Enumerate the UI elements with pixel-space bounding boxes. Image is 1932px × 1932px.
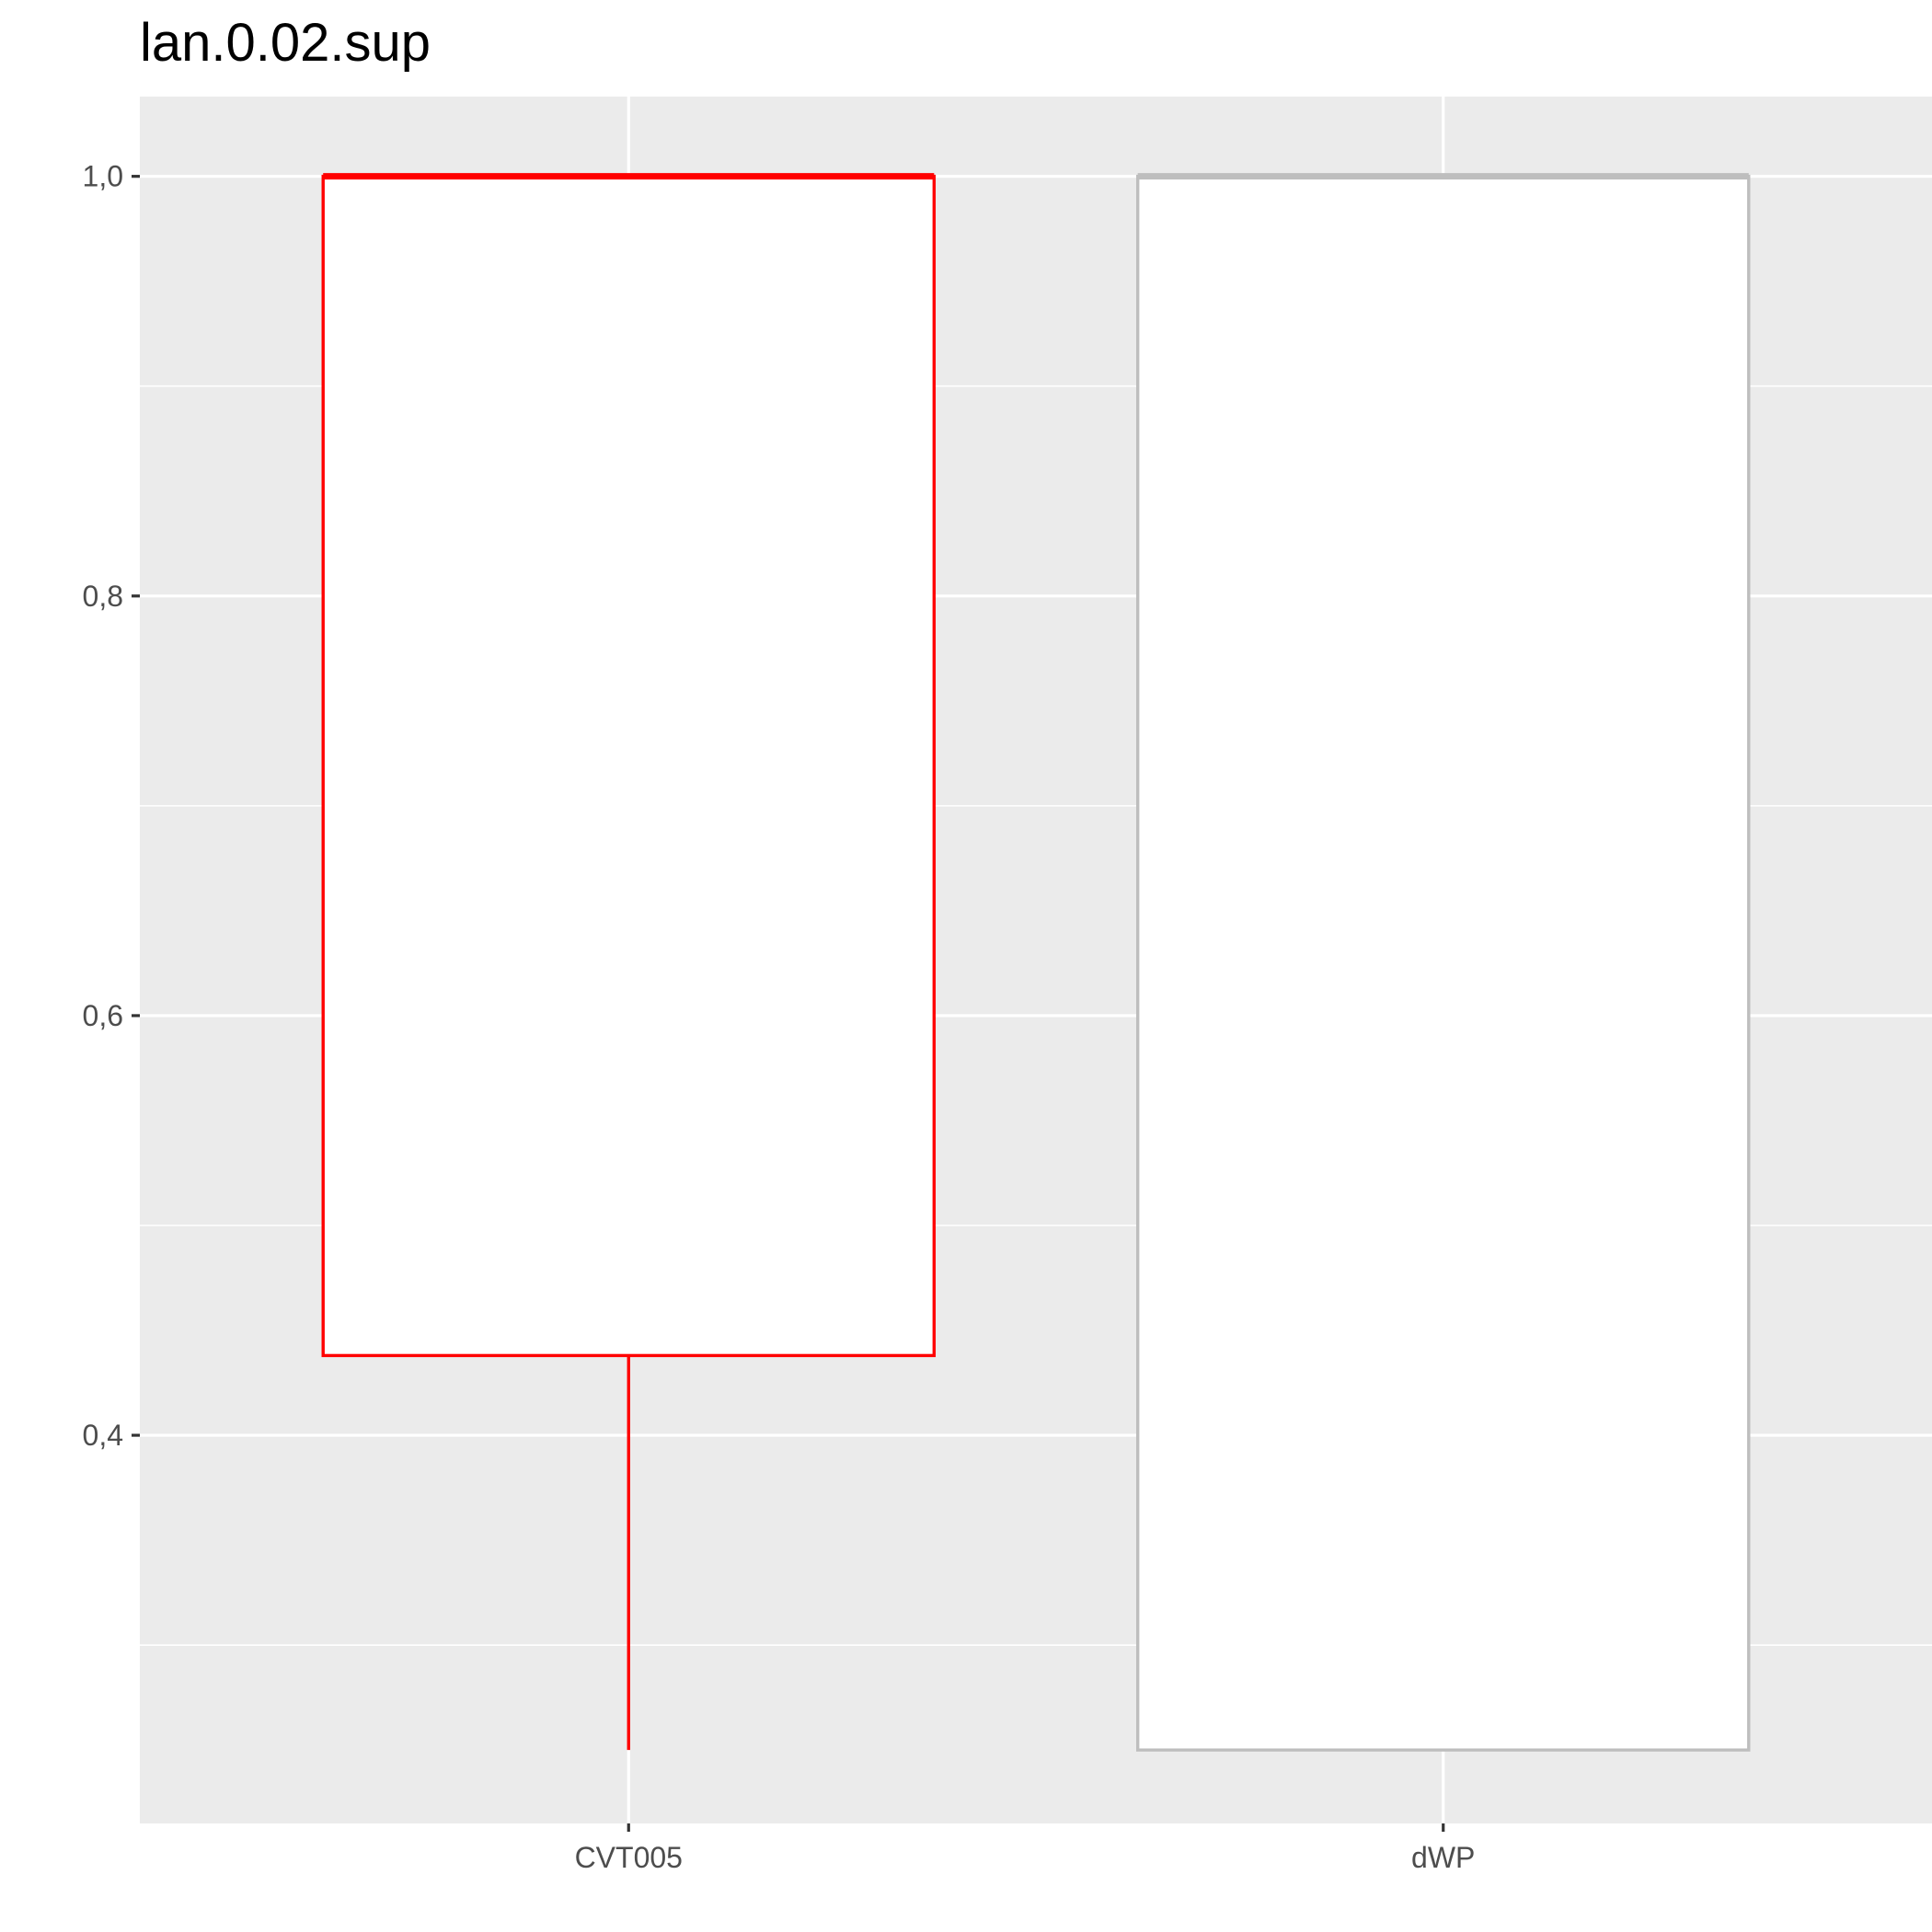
box-CVT005 — [321, 173, 937, 1751]
box-dWP — [1135, 173, 1751, 1752]
y-tick-label: 0,6 — [83, 999, 123, 1032]
x-tick-label: CVT005 — [575, 1841, 683, 1874]
axes: 0,4 0,6 0,8 1,0 CVT005 dWP — [83, 160, 1476, 1874]
chart-title: lan.0.02.sup — [140, 13, 431, 73]
box-body — [321, 174, 937, 1358]
y-tick-label: 1,0 — [83, 160, 123, 193]
x-tick-label: dWP — [1411, 1841, 1475, 1874]
y-tick-label: 0,4 — [83, 1419, 123, 1452]
boxes — [321, 173, 1751, 1752]
box-body — [1135, 174, 1751, 1752]
y-tick-label: 0,8 — [83, 580, 123, 613]
